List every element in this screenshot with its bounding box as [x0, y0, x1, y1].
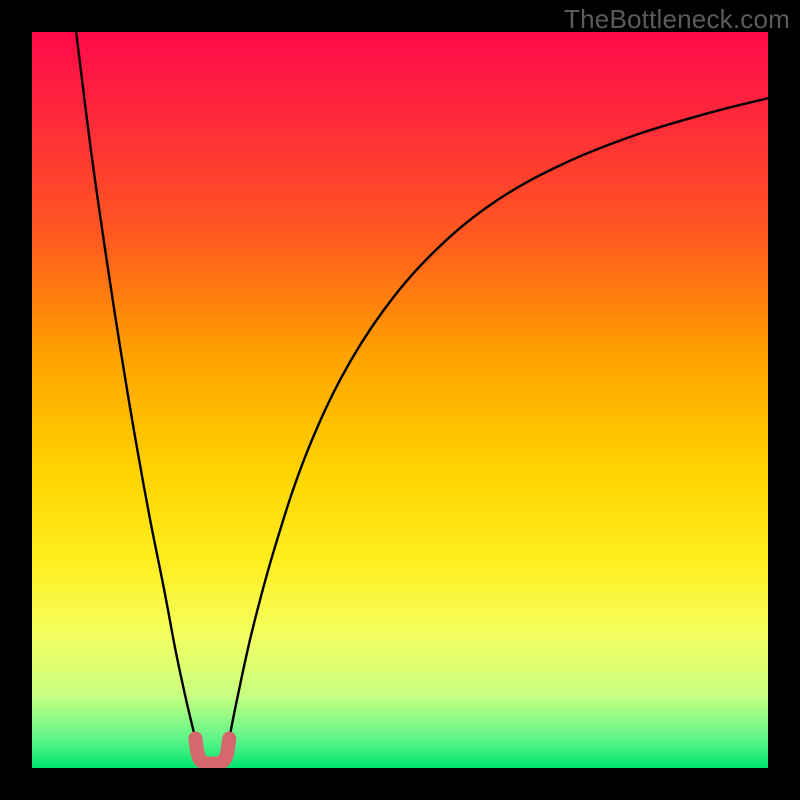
plot-area — [32, 32, 768, 768]
chart-frame: TheBottleneck.com — [0, 0, 800, 800]
gradient-background — [32, 32, 768, 768]
watermark-text: TheBottleneck.com — [564, 4, 790, 35]
plot-svg — [32, 32, 768, 768]
